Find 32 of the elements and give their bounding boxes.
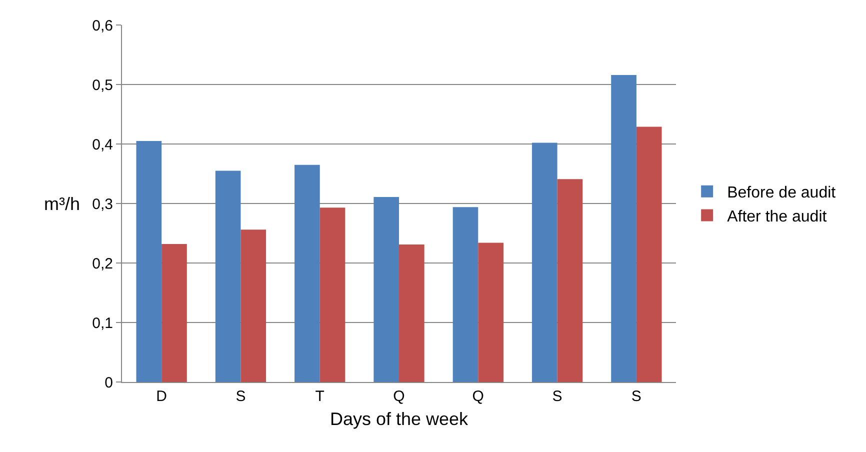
y-tick-label: 0,2: [92, 255, 113, 272]
bar: [611, 74, 636, 382]
y-axis-title: m³/h: [44, 194, 80, 214]
y-tick-label: 0,6: [92, 17, 113, 34]
bar: [478, 242, 504, 382]
y-tick-label: 0,3: [92, 196, 113, 213]
y-tick-label: 0,1: [92, 314, 113, 332]
bar: [215, 170, 241, 382]
bar: [240, 230, 266, 382]
y-tick-label: 0: [104, 374, 113, 392]
bar: [136, 141, 162, 382]
legend-label: Before de audit: [727, 184, 836, 202]
legend-label: After the audit: [727, 208, 828, 226]
bar: [557, 179, 583, 382]
x-tick-label: Q: [472, 388, 484, 405]
bar: [399, 244, 424, 382]
y-tick-label: 0,4: [92, 136, 113, 154]
x-axis-title: Days of the week: [330, 409, 470, 430]
x-tick-label: S: [236, 388, 246, 405]
x-tick-label: S: [631, 388, 642, 405]
bar: [532, 142, 558, 382]
bar: [452, 207, 478, 382]
x-tick-label: S: [552, 388, 562, 405]
bar: [320, 208, 346, 382]
x-tick-label: Q: [393, 388, 405, 405]
bar: [636, 126, 662, 382]
x-tick-label: D: [156, 388, 168, 405]
y-tick-label: 0,5: [92, 76, 113, 94]
bar: [374, 196, 399, 382]
x-tick-label: T: [315, 388, 324, 405]
bar: [294, 164, 320, 382]
bar: [162, 244, 187, 382]
